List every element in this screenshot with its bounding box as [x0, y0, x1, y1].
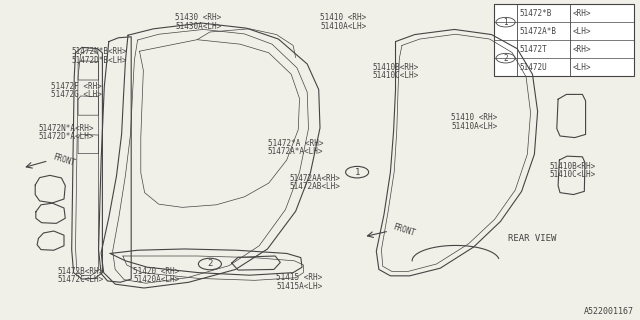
Text: 2: 2 [207, 260, 212, 268]
Text: 51410A<LH>: 51410A<LH> [451, 122, 497, 131]
Text: 51472A*B: 51472A*B [520, 27, 557, 36]
Text: 51420 <RH>: 51420 <RH> [133, 267, 179, 276]
Text: 51472D*B<LH>: 51472D*B<LH> [72, 56, 127, 65]
Text: <RH>: <RH> [572, 45, 591, 54]
Text: 51472B<RH>: 51472B<RH> [58, 267, 104, 276]
Text: REAR VIEW: REAR VIEW [508, 234, 557, 243]
Text: A522001167: A522001167 [584, 308, 634, 316]
Text: 51430 <RH>: 51430 <RH> [175, 13, 221, 22]
Text: FRONT: FRONT [51, 152, 76, 168]
Text: 51410C<LH>: 51410C<LH> [549, 170, 595, 179]
Text: 1: 1 [355, 168, 360, 177]
Text: 51430A<LH>: 51430A<LH> [175, 22, 221, 31]
Text: <LH>: <LH> [572, 27, 591, 36]
Bar [494, 4, 634, 76]
Text: 51472*A <RH>: 51472*A <RH> [268, 139, 323, 148]
Text: <RH>: <RH> [572, 9, 591, 18]
Text: 2: 2 [503, 54, 508, 63]
Text: 51410 <RH>: 51410 <RH> [451, 113, 497, 122]
Text: 51410 <RH>: 51410 <RH> [320, 13, 366, 22]
Text: 51472F <RH>: 51472F <RH> [51, 82, 102, 91]
Text: FRONT: FRONT [392, 222, 417, 238]
Text: 51410C<LH>: 51410C<LH> [372, 71, 419, 80]
Text: 51410B<RH>: 51410B<RH> [549, 162, 595, 171]
Text: 51472*B: 51472*B [520, 9, 552, 18]
Text: 51410B<RH>: 51410B<RH> [372, 63, 419, 72]
Text: 51472D*A<LH>: 51472D*A<LH> [38, 132, 94, 141]
Text: 51472G <LH>: 51472G <LH> [51, 90, 102, 99]
Text: 51415 <RH>: 51415 <RH> [276, 273, 323, 282]
Text: 51415A<LH>: 51415A<LH> [276, 282, 323, 291]
Text: 51420A<LH>: 51420A<LH> [133, 275, 179, 284]
Text: 51472AB<LH>: 51472AB<LH> [289, 182, 340, 191]
Text: 51472T: 51472T [520, 45, 547, 54]
Text: 51472N*A<RH>: 51472N*A<RH> [38, 124, 94, 133]
Text: 51472AA<RH>: 51472AA<RH> [289, 174, 340, 183]
Text: <LH>: <LH> [572, 63, 591, 72]
Text: 51472C<LH>: 51472C<LH> [58, 275, 104, 284]
Text: 51472N*B<RH>: 51472N*B<RH> [72, 47, 127, 56]
Text: 51472U: 51472U [520, 63, 547, 72]
Text: 51410A<LH>: 51410A<LH> [320, 22, 366, 31]
Text: 1: 1 [503, 18, 508, 27]
Text: 51472A*A<LH>: 51472A*A<LH> [268, 147, 323, 156]
